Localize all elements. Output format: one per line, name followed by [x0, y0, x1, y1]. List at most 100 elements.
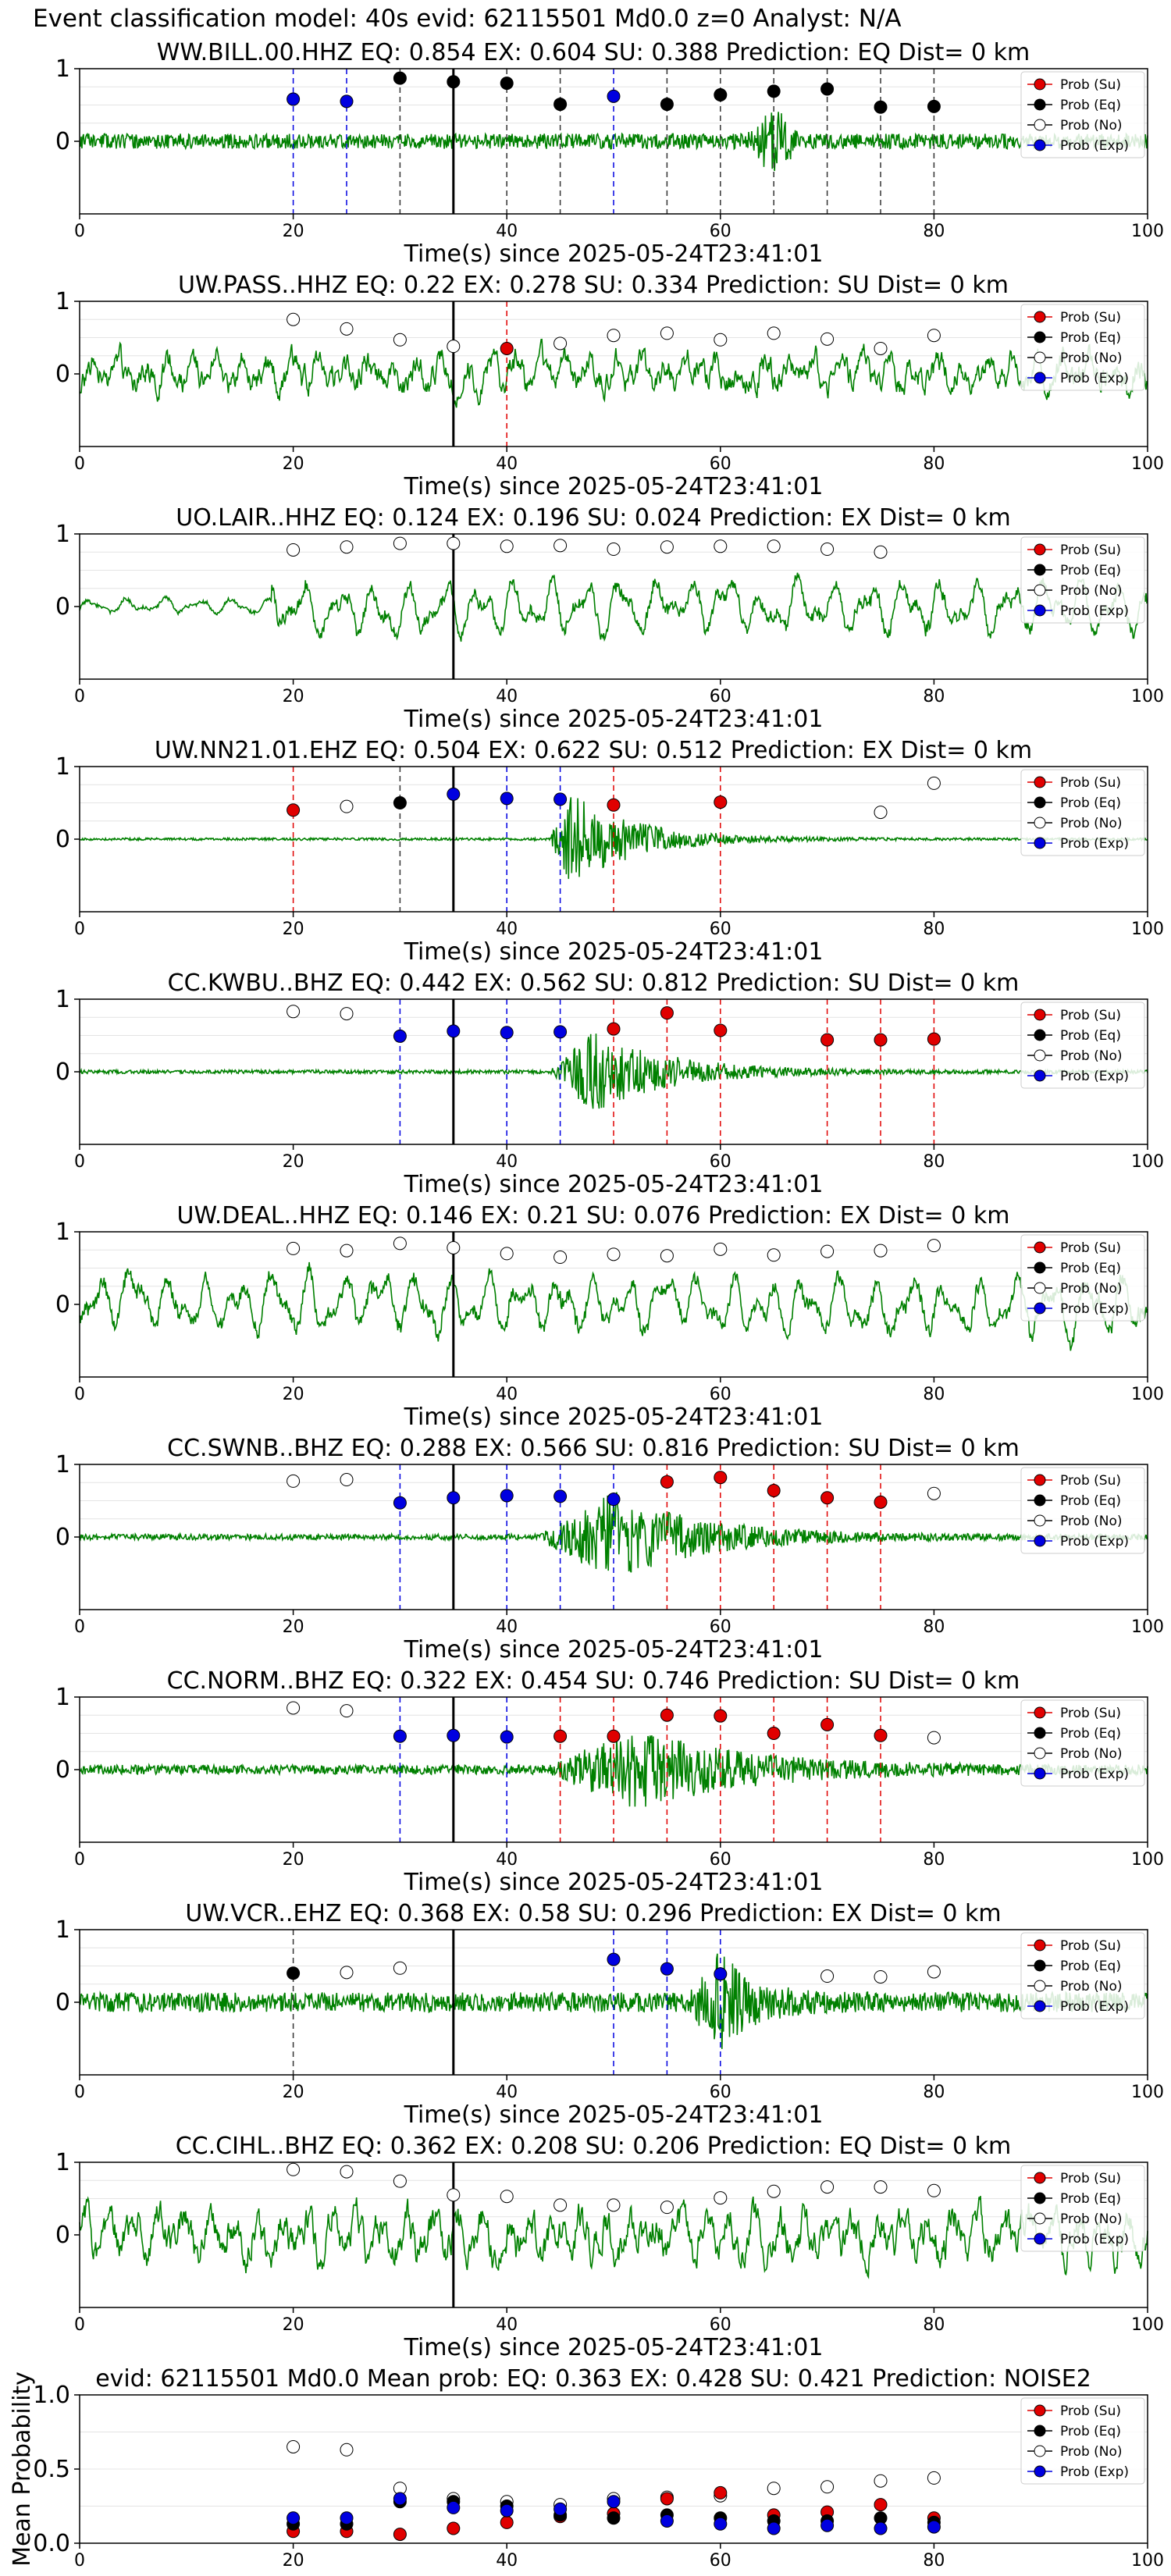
prob-point-no — [767, 2184, 781, 2198]
x-tick-label: 100 — [1131, 2083, 1164, 2102]
prob-point-no — [927, 1239, 941, 1253]
prob-point-no — [553, 2198, 568, 2212]
prob-point-no — [340, 799, 354, 813]
x-tick-label: 40 — [496, 1617, 518, 1637]
prob-point-exp — [607, 1952, 621, 1966]
legend-marker — [1034, 372, 1046, 384]
panel-title: CC.KWBU..BHZ EQ: 0.442 EX: 0.562 SU: 0.8… — [168, 970, 1020, 997]
x-tick-label: 0 — [74, 2315, 85, 2335]
legend-label: Prob (Su) — [1060, 775, 1121, 791]
prob-point-eq — [447, 75, 461, 89]
legend-label: Prob (Su) — [1060, 1008, 1121, 1023]
x-tick-label: 100 — [1131, 687, 1164, 706]
legend-label: Prob (Exp) — [1060, 1069, 1129, 1084]
legend-marker — [1034, 604, 1046, 617]
prob-point-no — [340, 1473, 354, 1487]
mean-point-eq — [607, 2511, 621, 2525]
prob-point-no — [607, 329, 621, 343]
panel-title: evid: 62115501 Md0.0 Mean prob: EQ: 0.36… — [95, 2365, 1091, 2393]
panel-10: CC.CIHL..BHZ EQ: 0.362 EX: 0.208 SU: 0.2… — [55, 2133, 1164, 2361]
prob-point-exp — [607, 1493, 621, 1507]
x-tick-label: 60 — [710, 1617, 731, 1637]
prob-point-exp — [500, 1026, 514, 1040]
legend: Prob (Su) Prob (Eq) Prob (No) Prob (Exp) — [1020, 769, 1145, 856]
legend-marker — [1034, 351, 1046, 364]
x-tick-label: 40 — [496, 1152, 518, 1172]
prob-point-eq — [393, 796, 407, 809]
y-tick-label: 1 — [55, 986, 70, 1013]
prob-point-no — [874, 545, 888, 559]
mean-point-exp — [607, 2495, 621, 2509]
prob-point-no — [340, 1966, 354, 1980]
prob-point-no — [287, 312, 301, 326]
prob-point-no — [287, 2162, 301, 2176]
x-tick-label: 80 — [923, 2551, 945, 2571]
x-tick-label: 60 — [710, 2551, 731, 2571]
x-tick-label: 20 — [283, 920, 304, 939]
y-tick-label: 0 — [55, 1524, 70, 1551]
prob-point-no — [660, 2201, 674, 2215]
x-tick-label: 60 — [710, 920, 731, 939]
legend-label: Prob (Exp) — [1060, 2232, 1129, 2247]
y-tick-label: 1 — [55, 288, 70, 315]
prob-point-su — [714, 1709, 728, 1723]
prob-point-su — [820, 1033, 835, 1047]
prob-point-no — [287, 1701, 301, 1715]
legend-label: Prob (Eq) — [1060, 2424, 1121, 2439]
prob-point-no — [820, 1244, 835, 1258]
legend-label: Prob (Su) — [1060, 2171, 1121, 2186]
legend-label: Prob (No) — [1060, 2444, 1123, 2460]
legend-label: Prob (No) — [1060, 816, 1123, 831]
legend-label: Prob (No) — [1060, 1514, 1123, 1529]
legend-label: Prob (Exp) — [1060, 1534, 1129, 1550]
panel-title: UO.LAIR..HHZ EQ: 0.124 EX: 0.196 SU: 0.0… — [176, 504, 1010, 532]
prob-point-no — [927, 1486, 941, 1500]
prob-point-no — [553, 539, 568, 553]
legend-frame — [1020, 1932, 1145, 2019]
prob-point-no — [340, 322, 354, 336]
mean-point-exp — [660, 2514, 674, 2528]
legend-marker — [1034, 2465, 1046, 2478]
prob-point-exp — [447, 1024, 461, 1038]
panel-1: WW.BILL.00.HHZ EQ: 0.854 EX: 0.604 SU: 0… — [55, 39, 1164, 268]
prob-point-no — [393, 536, 407, 550]
prob-point-no — [767, 1248, 781, 1262]
legend-label: Prob (Exp) — [1060, 836, 1129, 852]
y-tick-label: 0.0 — [33, 2530, 70, 2557]
legend-label: Prob (No) — [1060, 1048, 1123, 1064]
x-tick-label: 0 — [74, 222, 85, 241]
waveform — [79, 797, 1148, 879]
prob-point-no — [714, 333, 728, 347]
mean-point-su — [874, 2498, 888, 2512]
prob-point-su — [820, 1717, 835, 1731]
legend-frame — [1020, 2165, 1145, 2252]
legend-marker — [1034, 119, 1046, 131]
prob-point-su — [767, 1727, 781, 1740]
legend-label: Prob (Exp) — [1060, 1767, 1129, 1782]
prob-point-no — [500, 2190, 514, 2204]
y-tick-label: 0 — [55, 1756, 70, 1784]
legend-frame — [1020, 1467, 1145, 1554]
prob-point-no — [447, 1240, 461, 1254]
prob-point-no — [340, 2165, 354, 2179]
prob-point-no — [340, 1704, 354, 1718]
mean-point-exp — [820, 2518, 835, 2532]
legend-label: Prob (Su) — [1060, 77, 1121, 93]
prob-point-exp — [500, 792, 514, 806]
legend: Prob (Su) Prob (Eq) Prob (No) Prob (Exp) — [1020, 2397, 1145, 2485]
prob-point-exp — [393, 1029, 407, 1043]
mean-point-exp — [500, 2503, 514, 2517]
x-tick-label: 40 — [496, 687, 518, 706]
panel-title: WW.BILL.00.HHZ EQ: 0.854 EX: 0.604 SU: 0… — [157, 39, 1030, 66]
x-tick-label: 60 — [710, 2083, 731, 2102]
prob-point-exp — [340, 94, 354, 109]
legend-marker — [1034, 584, 1046, 596]
legend-label: Prob (Eq) — [1060, 1493, 1121, 1509]
legend-marker — [1034, 776, 1046, 788]
panel-title: CC.CIHL..BHZ EQ: 0.362 EX: 0.208 SU: 0.2… — [176, 2133, 1012, 2160]
legend-marker — [1034, 2425, 1046, 2437]
legend-marker — [1034, 2445, 1046, 2457]
legend-marker — [1034, 2192, 1046, 2204]
prob-point-su — [287, 803, 301, 817]
legend-marker — [1034, 78, 1046, 91]
